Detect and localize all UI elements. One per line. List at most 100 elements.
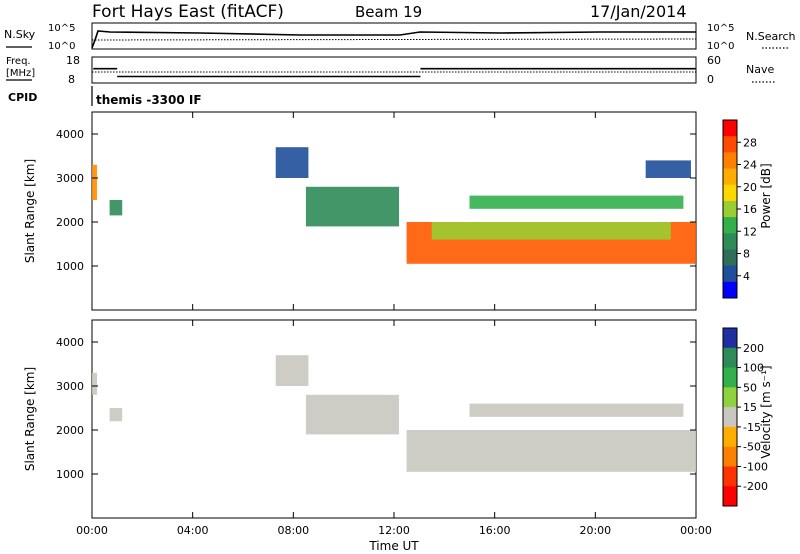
xtick-label-1: 04:00: [177, 524, 209, 537]
power-colorbar-swatch-4: [723, 184, 737, 202]
power-ytick-label-1: 2000: [56, 216, 84, 229]
power-plot-area: [92, 147, 696, 264]
velocity-yticks: 1000 2000 3000 4000: [56, 336, 696, 481]
power-colorbar-label-2: 20: [743, 181, 757, 194]
power-region-6: [469, 195, 684, 209]
nave-label: Nave: [746, 63, 774, 76]
power-colorbar-label-6: 4: [743, 270, 750, 283]
velocity-colorbar-frame: [722, 327, 738, 507]
power-colorbar-label-5: 8: [743, 248, 750, 261]
cpid-value: themis -3300 IF: [96, 93, 202, 107]
power-colorbar-label-4: 12: [743, 225, 757, 238]
velocity-colorbar-label-2: 50: [743, 381, 757, 394]
velocity-region-3: [305, 394, 400, 435]
velocity-colorbar-swatch-3: [723, 387, 737, 408]
velocity-ytick-label-0: 1000: [56, 468, 84, 481]
velocity-colorbar-swatch-4: [723, 407, 737, 428]
power-colorbar-swatch-2: [723, 152, 737, 170]
beam-label: Beam 19: [355, 3, 422, 21]
chart-title: Fort Hays East (fitACF): [92, 2, 284, 22]
power-region-0: [92, 164, 98, 200]
power-colorbar-swatch-8: [723, 249, 737, 267]
power-ytick-label-0: 1000: [56, 260, 84, 273]
power-yticks: 1000 2000 3000 4000: [56, 128, 696, 273]
power-colorbar: 28 24 20 16 12 8 4: [722, 119, 757, 299]
freq-panel: [91, 56, 697, 84]
freq-label-2: [MHz]: [6, 68, 35, 79]
nsearch-label: N.Search: [746, 30, 796, 43]
nsky-panel: [91, 22, 697, 50]
cpid-label: CPID: [8, 91, 37, 104]
freq-tick-bottom: 8: [68, 73, 75, 86]
velocity-colorbar-label-0: 200: [743, 342, 764, 355]
xtick-label-5: 20:00: [579, 524, 611, 537]
velocity-region-5: [469, 403, 684, 417]
xtick-label-3: 12:00: [378, 524, 410, 537]
power-region-1: [109, 200, 123, 216]
power-colorbar-swatch-9: [723, 265, 737, 283]
nave-tick-bottom: 0: [707, 73, 714, 86]
velocity-colorbar-label-5: -50: [743, 441, 761, 454]
freq-label-1: Freq.: [6, 56, 31, 67]
velocity-region-2: [275, 355, 309, 386]
freq-trace: [93, 67, 696, 78]
velocity-cbar-label: Velocity [m s⁻¹]: [759, 365, 773, 458]
velocity-colorbar-label-6: -100: [743, 460, 768, 473]
power-colorbar-label-1: 24: [743, 159, 757, 172]
power-colorbar-swatch-5: [723, 200, 737, 218]
nsky-tick-bottom: 10^0: [48, 41, 75, 52]
nsky-label: N.Sky: [4, 28, 36, 41]
power-colorbar-swatch-0: [723, 120, 737, 137]
xtick-label-6: 00:00: [680, 524, 712, 537]
power-colorbar-label-0: 28: [743, 136, 757, 149]
velocity-colorbar-label-7: -200: [743, 480, 768, 493]
xtick-label-4: 16:00: [479, 524, 511, 537]
nsky-trace: [91, 30, 696, 49]
date-label: 17/Jan/2014: [590, 2, 687, 21]
velocity-colorbar-swatch-2: [723, 367, 737, 388]
power-ytick-label-2: 3000: [56, 172, 84, 185]
power-colorbar-swatch-7: [723, 233, 737, 250]
nsky-tick-top: 10^5: [48, 23, 75, 34]
power-region-7: [645, 160, 691, 178]
xtick-label-2: 08:00: [277, 524, 309, 537]
velocity-ytick-label-1: 2000: [56, 424, 84, 437]
velocity-ylabel: Slant Range [km]: [23, 367, 37, 471]
time-xticks: 00:00 04:00 08:00 12:00 16:00 20:00 00:00: [76, 112, 712, 537]
velocity-colorbar-swatch-5: [723, 426, 737, 448]
velocity-colorbar: 200 100 50 15 -15 -50 -100 -200: [722, 327, 768, 507]
velocity-colorbar-swatch-7: [723, 466, 737, 487]
power-region-2: [275, 147, 309, 178]
velocity-plot-area: [92, 355, 696, 472]
power-colorbar-label-3: 16: [743, 203, 757, 216]
freq-tick-top: 18: [66, 54, 80, 67]
power-ylabel: Slant Range [km]: [23, 159, 37, 263]
x-axis-label: Time UT: [368, 539, 419, 553]
velocity-region-1: [109, 408, 123, 422]
velocity-region-4: [406, 430, 696, 472]
power-colorbar-swatch-10: [723, 281, 737, 299]
nsearch-tick-top: 10^5: [707, 23, 734, 34]
power-colorbar-swatch-6: [723, 217, 737, 234]
velocity-colorbar-label-4: -15: [743, 421, 761, 434]
power-cbar-label: Power [dB]: [759, 163, 773, 228]
power-ytick-label-3: 4000: [56, 128, 84, 141]
xtick-label-0: 00:00: [76, 524, 108, 537]
velocity-colorbar-swatch-8: [723, 486, 737, 507]
velocity-region-0: [92, 372, 98, 395]
velocity-colorbar-label-3: 15: [743, 401, 757, 414]
velocity-colorbar-label-1: 100: [743, 362, 764, 375]
velocity-ytick-label-2: 3000: [56, 380, 84, 393]
nave-tick-top: 60: [707, 54, 721, 67]
power-region-3: [305, 186, 400, 227]
nsearch-trace: [91, 38, 697, 41]
nsearch-tick-bottom: 10^0: [707, 41, 734, 52]
velocity-ytick-label-3: 4000: [56, 336, 84, 349]
velocity-colorbar-swatch-6: [723, 446, 737, 467]
power-colorbar-swatch-3: [723, 168, 737, 186]
velocity-colorbar-swatch-0: [723, 328, 737, 349]
velocity-colorbar-swatch-1: [723, 347, 737, 369]
power-colorbar-swatch-1: [723, 136, 737, 153]
power-region-5: [431, 222, 671, 240]
